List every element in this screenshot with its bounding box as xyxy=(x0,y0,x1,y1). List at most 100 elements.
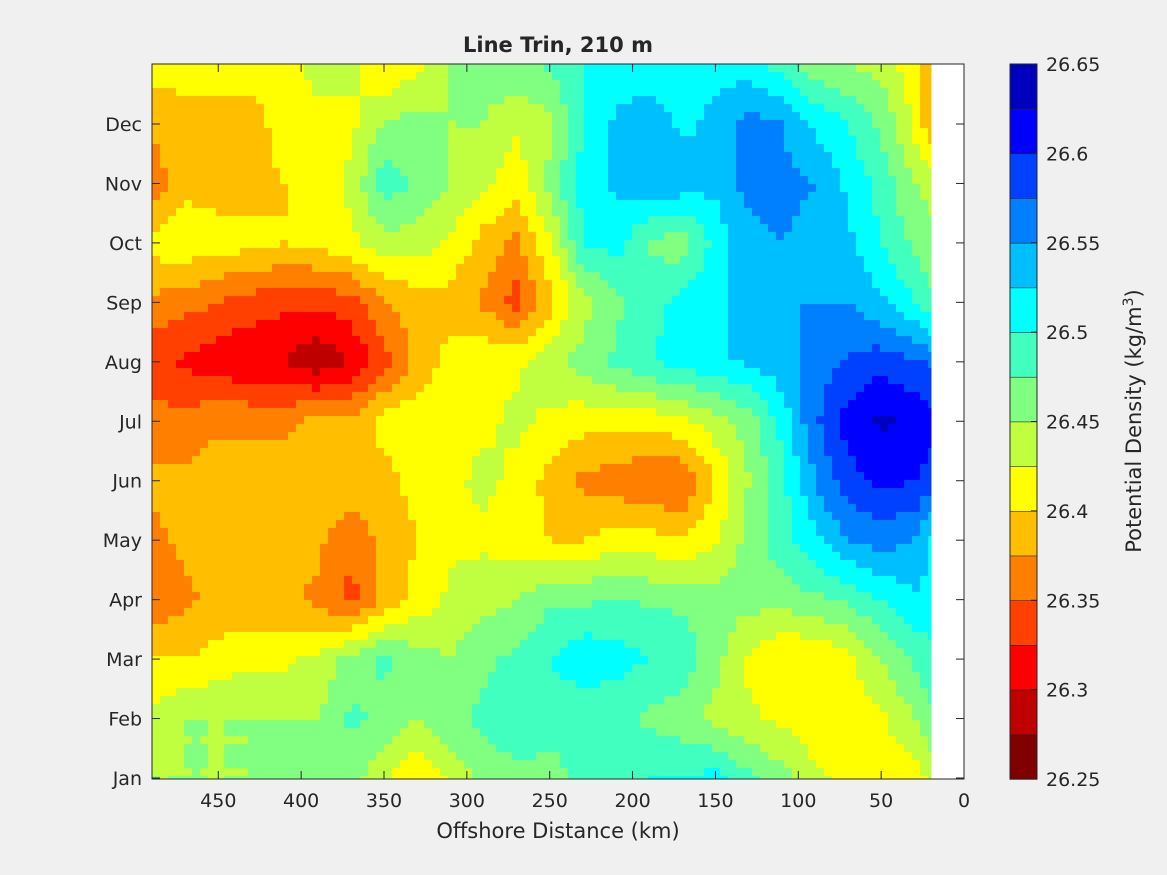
contour-cell xyxy=(496,400,505,409)
contour-cell xyxy=(216,96,225,105)
contour-cell xyxy=(352,208,361,217)
contour-cell xyxy=(632,240,641,249)
contour-cell xyxy=(520,384,529,393)
contour-cell xyxy=(504,432,513,441)
contour-cell xyxy=(184,192,193,201)
contour-cell xyxy=(688,88,697,97)
contour-cell xyxy=(752,248,761,257)
contour-cell xyxy=(432,368,441,377)
contour-cell xyxy=(288,240,297,249)
contour-cell xyxy=(592,88,601,97)
contour-cell xyxy=(520,304,529,313)
contour-cell xyxy=(552,112,561,121)
contour-cell xyxy=(856,352,865,361)
contour-cell xyxy=(696,304,705,313)
contour-cell xyxy=(480,392,489,401)
contour-cell xyxy=(496,408,505,417)
contour-cell xyxy=(544,344,553,353)
contour-cell xyxy=(184,256,193,265)
contour-cell xyxy=(232,280,241,289)
contour-cell xyxy=(824,240,833,249)
contour-cell xyxy=(792,264,801,273)
contour-cell xyxy=(680,128,689,137)
contour-cell xyxy=(272,264,281,273)
contour-cell xyxy=(864,88,873,97)
contour-cell xyxy=(288,440,297,449)
contour-cell xyxy=(616,168,625,177)
contour-cell xyxy=(432,456,441,465)
contour-cell xyxy=(456,136,465,145)
contour-cell xyxy=(792,376,801,385)
contour-cell xyxy=(488,128,497,137)
contour-cell xyxy=(456,376,465,385)
contour-cell xyxy=(320,224,329,233)
contour-cell xyxy=(768,128,777,137)
contour-cell xyxy=(872,224,881,233)
contour-cell xyxy=(248,184,257,193)
contour-cell xyxy=(600,88,609,97)
contour-cell xyxy=(784,168,793,177)
contour-cell xyxy=(504,336,513,345)
contour-cell xyxy=(312,416,321,425)
contour-cell xyxy=(720,272,729,281)
contour-cell xyxy=(552,264,561,273)
contour-cell xyxy=(360,208,369,217)
contour-cell xyxy=(232,424,241,433)
contour-cell xyxy=(424,384,433,393)
contour-cell xyxy=(464,72,473,81)
contour-cell xyxy=(816,336,825,345)
contour-cell xyxy=(776,96,785,105)
contour-cell xyxy=(304,456,313,465)
contour-cell xyxy=(280,344,289,353)
contour-cell xyxy=(416,312,425,321)
contour-cell xyxy=(624,184,633,193)
contour-cell xyxy=(496,216,505,225)
contour-cell xyxy=(792,168,801,177)
contour-cell xyxy=(792,320,801,329)
contour-cell xyxy=(576,248,585,257)
contour-cell xyxy=(576,216,585,225)
contour-cell xyxy=(232,368,241,377)
contour-cell xyxy=(896,336,905,345)
contour-cell xyxy=(848,104,857,113)
contour-cell xyxy=(544,376,553,385)
contour-cell xyxy=(440,128,449,137)
contour-cell xyxy=(576,288,585,297)
contour-cell xyxy=(736,272,745,281)
contour-cell xyxy=(312,64,321,73)
contour-cell xyxy=(480,296,489,305)
contour-cell xyxy=(224,376,233,385)
contour-cell xyxy=(392,296,401,305)
contour-cell xyxy=(776,280,785,289)
contour-cell xyxy=(296,216,305,225)
contour-cell xyxy=(752,144,761,153)
contour-cell xyxy=(536,184,545,193)
contour-cell xyxy=(696,176,705,185)
contour-cell xyxy=(224,440,233,449)
contour-cell xyxy=(472,328,481,337)
contour-cell xyxy=(496,72,505,81)
contour-cell xyxy=(584,224,593,233)
contour-cell xyxy=(416,176,425,185)
contour-cell xyxy=(408,184,417,193)
contour-cell xyxy=(376,216,385,225)
contour-cell xyxy=(928,392,932,401)
contour-cell xyxy=(800,440,809,449)
contour-cell xyxy=(864,256,873,265)
contour-cell xyxy=(400,256,409,265)
contour-cell xyxy=(232,152,241,161)
contour-cell xyxy=(856,344,865,353)
contour-cell xyxy=(728,304,737,313)
contour-cell xyxy=(264,72,273,81)
contour-cell xyxy=(272,416,281,425)
contour-cell xyxy=(280,248,289,257)
contour-cell xyxy=(240,368,249,377)
contour-cell xyxy=(848,448,857,457)
contour-cell xyxy=(656,64,665,73)
contour-cell xyxy=(384,392,393,401)
contour-cell xyxy=(896,296,905,305)
contour-cell xyxy=(728,232,737,241)
contour-cell xyxy=(456,80,465,89)
contour-cell xyxy=(224,208,233,217)
contour-cell xyxy=(368,464,377,473)
